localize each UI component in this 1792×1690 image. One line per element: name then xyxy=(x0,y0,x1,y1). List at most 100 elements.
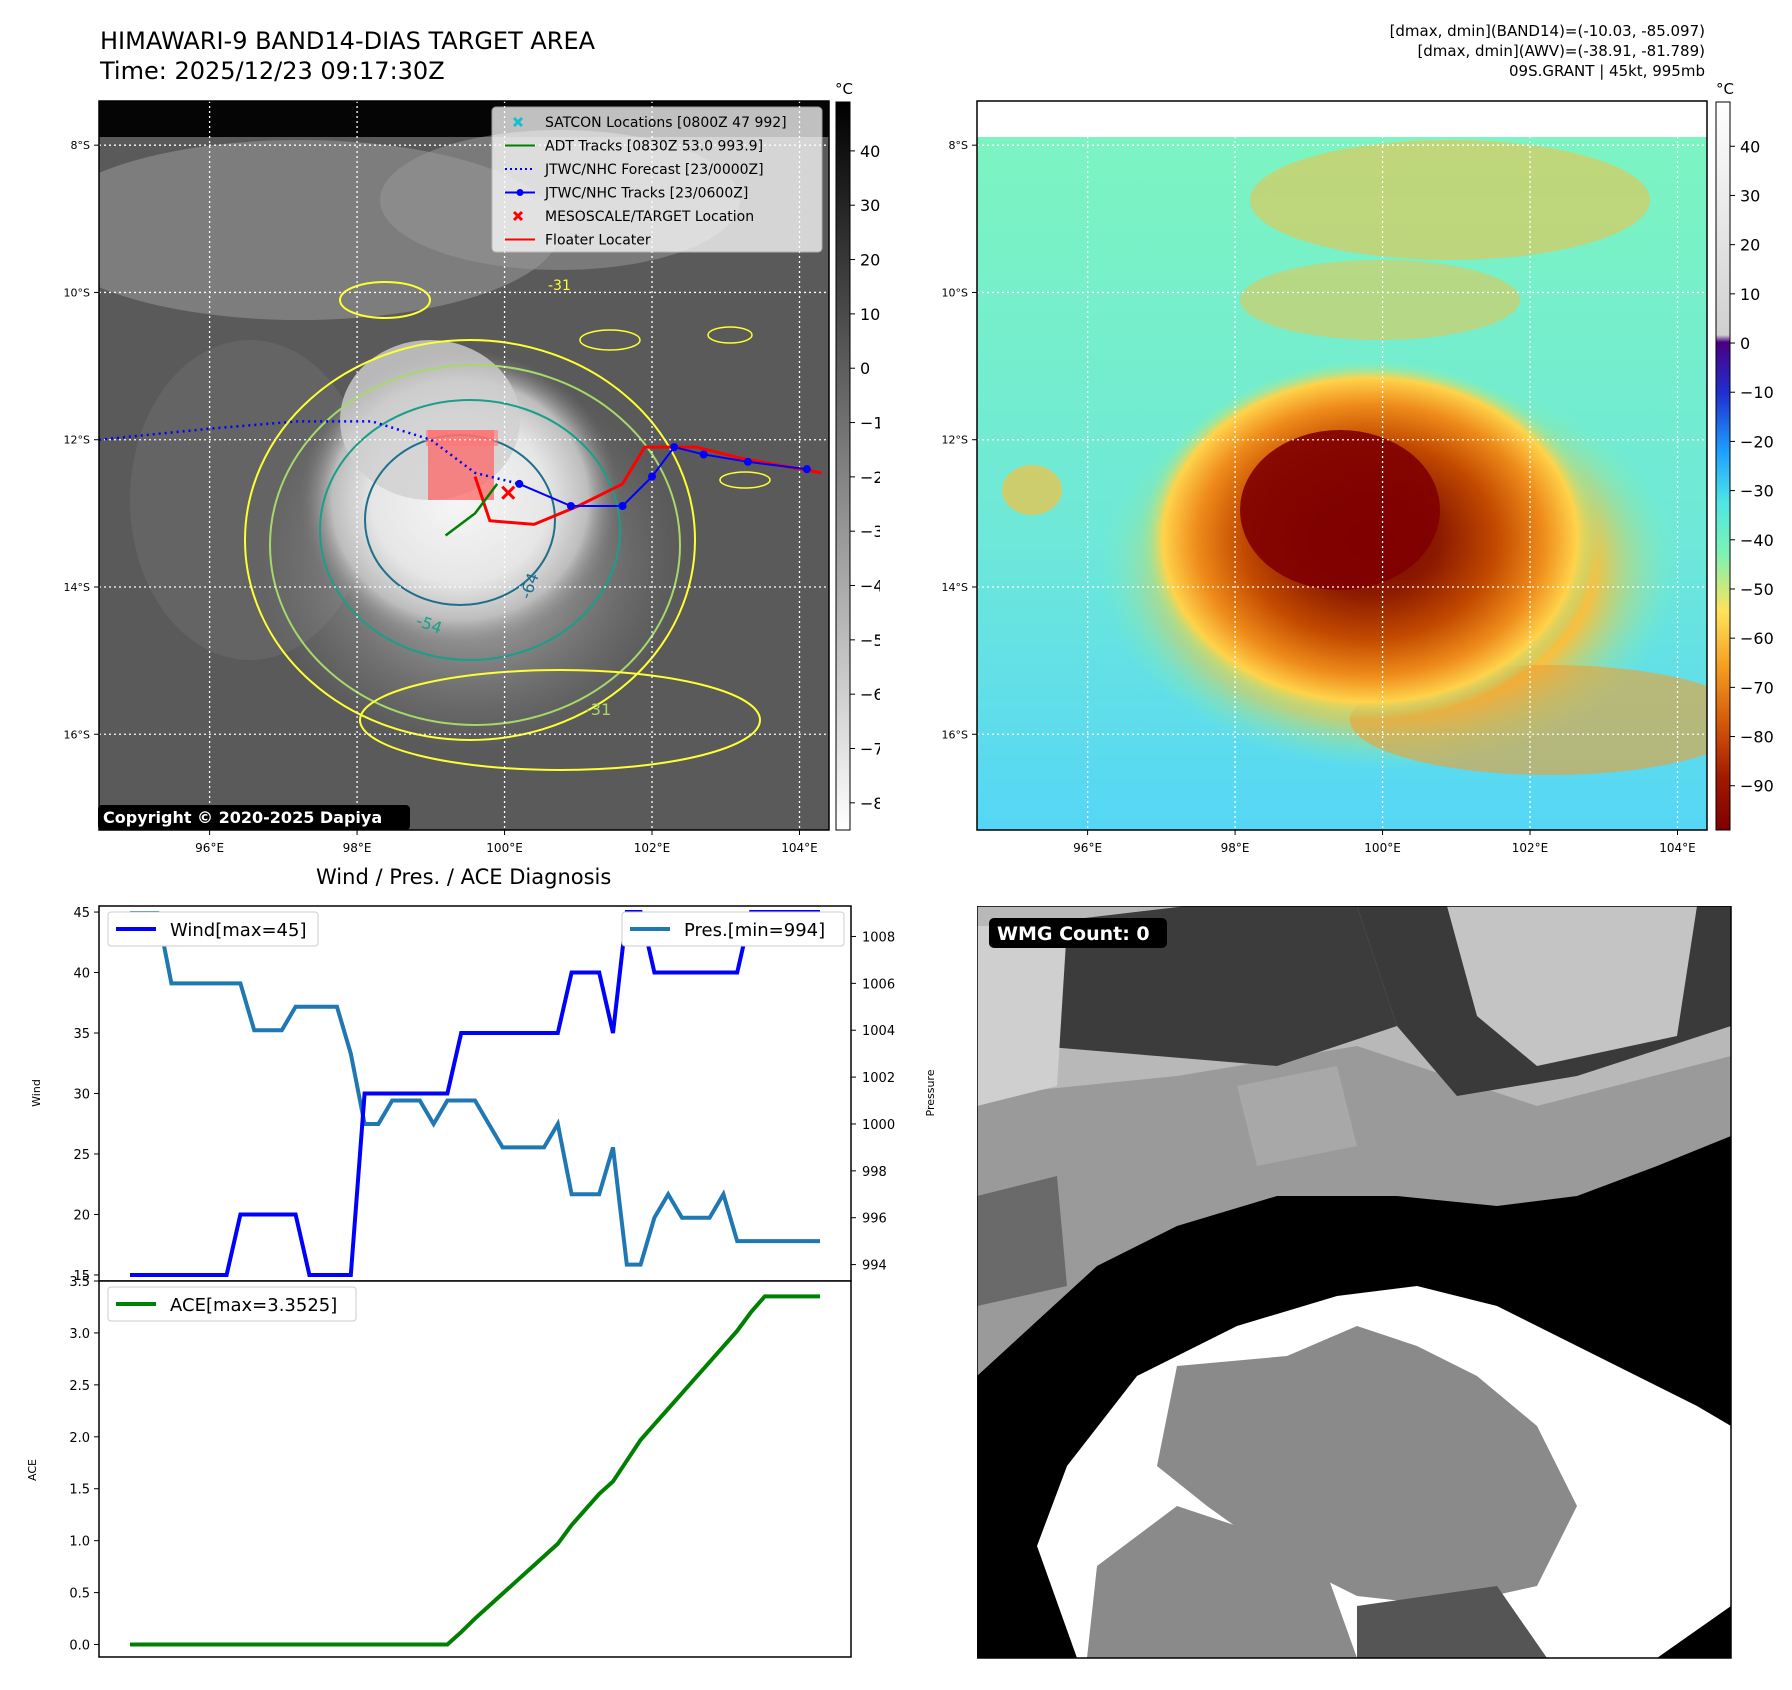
lat-tick-label: 14°S xyxy=(64,581,90,594)
colorbar-tick-label: −80 xyxy=(1740,728,1774,747)
colorbar-tick-label: −10 xyxy=(860,414,880,433)
colorbar-tick-label: −30 xyxy=(1740,482,1774,501)
colorbar-tick-label: −40 xyxy=(1740,531,1774,550)
ace-legend: ACE[max=3.3525] xyxy=(107,1286,357,1322)
ace-tick-label: 1.5 xyxy=(69,1483,90,1498)
colorbar-tick-label: 30 xyxy=(860,196,880,215)
floater-locater-track xyxy=(473,445,822,526)
colorbar-tick-label: 10 xyxy=(860,305,880,324)
lat-tick-label: 16°S xyxy=(64,728,90,741)
contour-label-4: -31 xyxy=(585,700,611,719)
colorbar-tick-label: 0 xyxy=(1740,334,1750,353)
diagnosis-title: Wind / Pres. / ACE Diagnosis xyxy=(316,865,612,889)
wind-tick-label: 35 xyxy=(73,1027,90,1042)
pressure-axis-label: Pressure xyxy=(924,1069,937,1116)
jtwc-track-points xyxy=(515,443,811,510)
colorbar-tick-label: −40 xyxy=(860,577,880,596)
legend-item-label: JTWC/NHC Tracks [23/0600Z] xyxy=(544,186,748,202)
lon-tick-label: 100°E xyxy=(486,841,523,855)
pressure-legend: Pres.[min=994] xyxy=(621,911,845,947)
ace-tick-label: 2.0 xyxy=(69,1431,90,1446)
lat-tick-label: 12°S xyxy=(64,434,90,447)
contour-label-1: -31 xyxy=(548,278,571,294)
colorbar-tick-label: 20 xyxy=(860,251,880,270)
colorbar-tick-label: −20 xyxy=(860,468,880,487)
ace-tick-label: 1.0 xyxy=(69,1535,90,1550)
colorbar-tick-label: 40 xyxy=(860,142,880,161)
jtwc-track-point xyxy=(743,457,752,466)
legend-item: JTWC/NHC Tracks [23/0600Z] xyxy=(505,186,748,202)
wmg-count-label: WMG Count: 0 xyxy=(997,923,1150,945)
ace-legend-label: ACE[max=3.3525] xyxy=(170,1295,337,1316)
jtwc-track-point xyxy=(566,502,575,510)
pressure-tick-label: 1008 xyxy=(862,930,895,945)
wind-axis-label: Wind xyxy=(30,1079,43,1107)
ace-tick-label: 0.5 xyxy=(69,1587,90,1602)
ace-tick-label: 3.5 xyxy=(69,1275,90,1290)
pressure-tick-label: 1004 xyxy=(862,1024,895,1039)
wind-tick-label: 40 xyxy=(73,967,90,982)
pressure-tick-label: 994 xyxy=(862,1259,887,1274)
colorbar-tick-label: −50 xyxy=(860,631,880,650)
band14-range: [dmax, dmin](BAND14)=(-10.03, -85.097) xyxy=(1389,22,1705,40)
right-map-panel: 8°S 10°S 12°S 14°S 16°S 96°E 98°E 100°E 102°E 10… xyxy=(942,80,1774,855)
legend-item-label: MESOSCALE/TARGET Location xyxy=(545,209,754,225)
lat-tick-label: 8°S xyxy=(949,139,968,152)
colorbar-tick-label: −30 xyxy=(860,522,880,541)
legend-item: JTWC/NHC Forecast [23/0000Z] xyxy=(505,162,764,178)
lat-tick-label: 10°S xyxy=(64,286,90,299)
ace-tick-label: 2.5 xyxy=(69,1379,90,1394)
left-map-legend: SATCON Locations [0800Z 47 992] ADT Track… xyxy=(491,106,823,253)
lon-tick-label: 102°E xyxy=(634,841,671,855)
legend-item-label: SATCON Locations [0800Z 47 992] xyxy=(545,115,787,131)
lon-tick-label: 100°E xyxy=(1364,841,1401,855)
adt-track xyxy=(444,483,499,537)
jtwc-track-point xyxy=(618,502,627,510)
lon-tick-label: 96°E xyxy=(1073,841,1102,855)
lat-tick-label: 12°S xyxy=(942,434,968,447)
wmg-panel: WMG Count: 0 xyxy=(977,906,1732,1659)
colorbar-tick-label: −50 xyxy=(1740,580,1774,599)
colorbar-tick-label: −60 xyxy=(1740,629,1774,648)
chart-title: HIMAWARI-9 BAND14-DIAS TARGET AREA xyxy=(100,27,596,55)
pressure-series-line xyxy=(130,911,820,1267)
wind-tick-label: 30 xyxy=(73,1088,90,1103)
legend-item: ADT Tracks [0830Z 53.0 993.9] xyxy=(505,139,763,155)
pressure-tick-label: 1000 xyxy=(862,1118,895,1133)
colorbar-tick-label: −70 xyxy=(1740,678,1774,697)
pressure-tick-label: 1002 xyxy=(862,1071,895,1086)
jtwc-track-point xyxy=(670,443,679,452)
ace-tick-label: 0.0 xyxy=(69,1639,90,1654)
colorbar-tick-label: 10 xyxy=(1740,285,1760,304)
pressure-tick-label: 1006 xyxy=(862,977,895,992)
legend-item-label: Floater Locater xyxy=(545,233,651,249)
lat-tick-label: 16°S xyxy=(942,728,968,741)
pressure-legend-label: Pres.[min=994] xyxy=(684,920,825,941)
storm-info: 09S.GRANT | 45kt, 995mb xyxy=(1508,62,1705,80)
lon-tick-label: 104°E xyxy=(1659,841,1696,855)
colorbar-tick-label: −20 xyxy=(1740,432,1774,451)
jtwc-track-point xyxy=(515,479,524,488)
left-map-panel: -31 -54 -64 -31 8°S10°S12°S14°S16°S 96°E… xyxy=(64,80,880,855)
wind-legend-label: Wind[max=45] xyxy=(170,920,307,941)
lon-tick-label: 98°E xyxy=(343,841,372,855)
colorbar-tick-label: −70 xyxy=(860,740,880,759)
legend-item-label: ADT Tracks [0830Z 53.0 993.9] xyxy=(545,139,763,155)
lat-tick-label: 14°S xyxy=(942,581,968,594)
lat-tick-label: 8°S xyxy=(71,139,90,152)
colorbar-tick-label: 40 xyxy=(1740,137,1760,156)
legend-item-label: JTWC/NHC Forecast [23/0000Z] xyxy=(544,162,764,178)
legend-item: Floater Locater xyxy=(505,233,651,249)
wind-tick-label: 25 xyxy=(73,1148,90,1163)
wind-tick-label: 15 xyxy=(73,1269,90,1284)
left-colorbar-unit: °C xyxy=(835,80,853,98)
lon-tick-label: 104°E xyxy=(781,841,818,855)
ace-series-line xyxy=(130,1294,820,1647)
jtwc-track-point xyxy=(802,465,811,474)
jtwc-track xyxy=(518,445,808,507)
pressure-tick-label: 996 xyxy=(862,1212,887,1227)
chart-time: Time: 2025/12/23 09:17:30Z xyxy=(100,57,445,85)
right-map-grid xyxy=(977,101,1707,830)
lat-tick-label: 10°S xyxy=(942,286,968,299)
colorbar-tick-label: 20 xyxy=(1740,236,1760,255)
